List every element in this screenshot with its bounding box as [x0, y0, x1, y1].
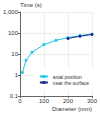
svg-text:0: 0 — [18, 98, 22, 104]
svg-text:10: 10 — [11, 51, 18, 57]
svg-text:1: 1 — [15, 72, 19, 78]
svg-text:200: 200 — [63, 98, 74, 104]
svg-text:300: 300 — [87, 98, 98, 104]
svg-text:near the surface: near the surface — [53, 80, 89, 86]
svg-text:Diameter (mm): Diameter (mm) — [52, 106, 92, 112]
svg-text:Time (s): Time (s) — [20, 2, 42, 8]
svg-text:axial position: axial position — [52, 73, 82, 80]
svg-text:1,000: 1,000 — [3, 9, 19, 15]
svg-text:0.1: 0.1 — [10, 93, 19, 99]
svg-text:100: 100 — [8, 30, 19, 36]
svg-text:100: 100 — [39, 98, 50, 104]
